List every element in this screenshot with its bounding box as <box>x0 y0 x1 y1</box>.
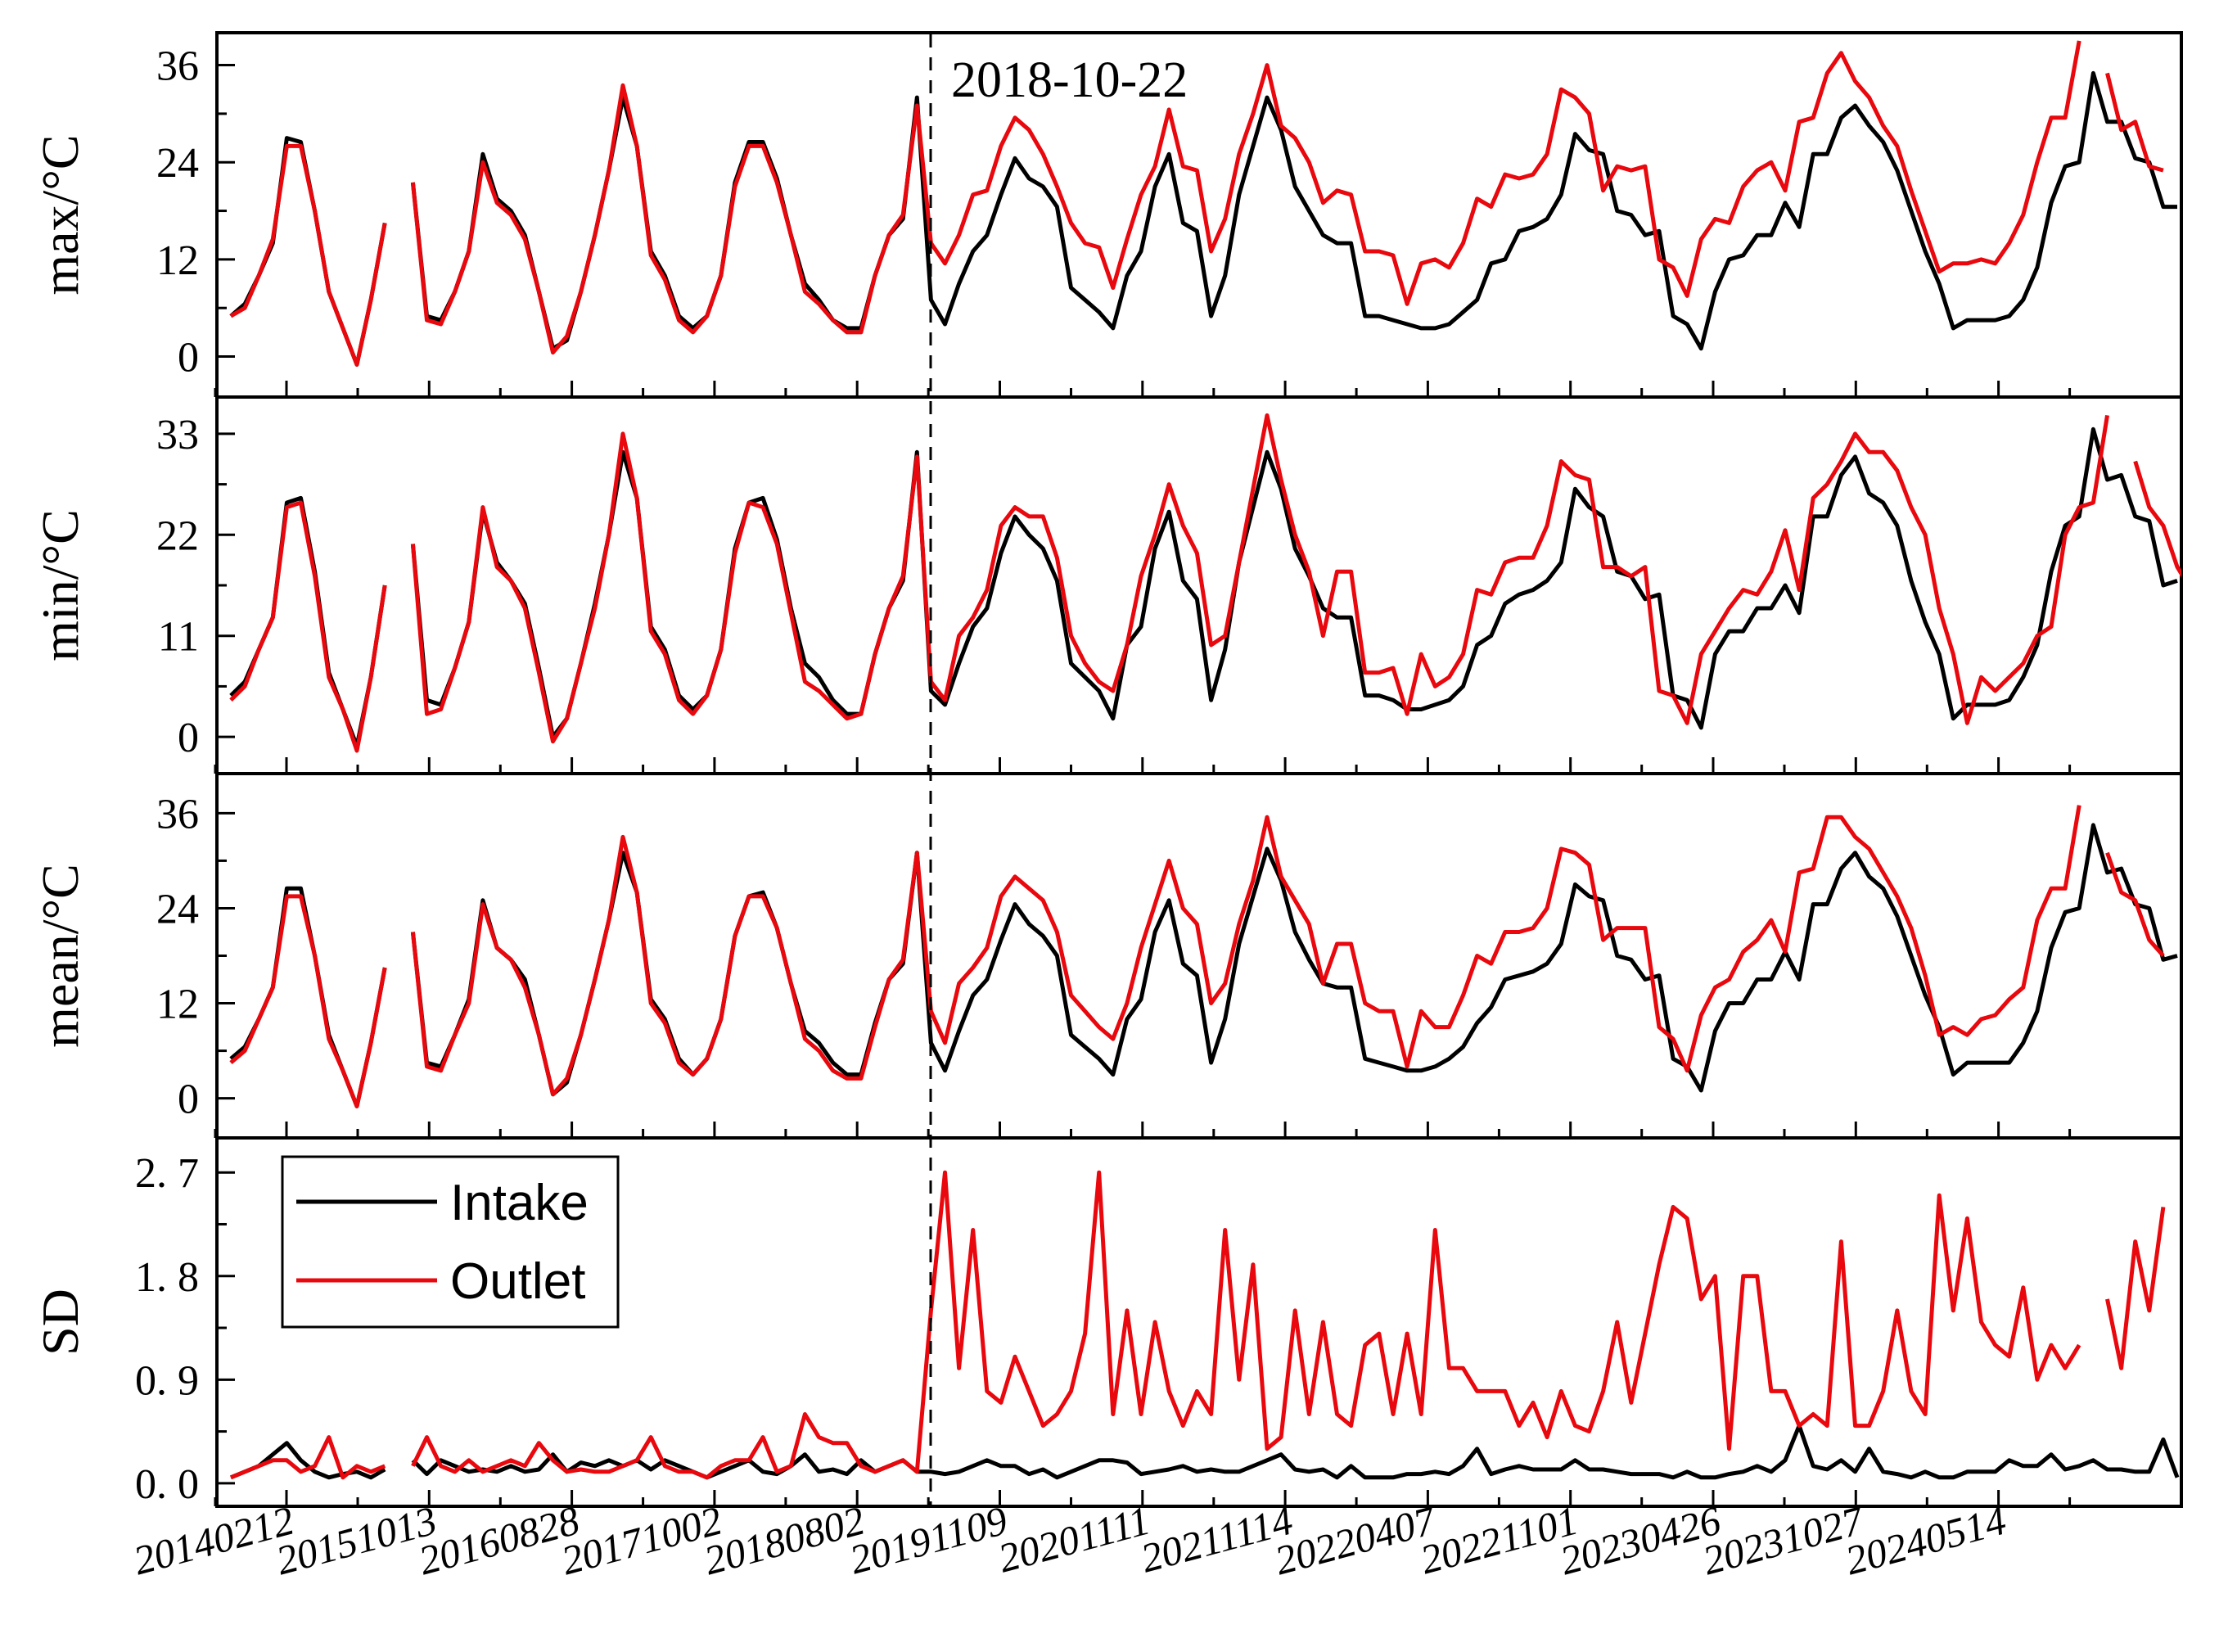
panels: 0 12 24 36 max/°C 0 11 22 33 min/°C 0 12 24 36 mean/°C… <box>31 31 2183 1508</box>
y-tick-label: 2. 7 <box>135 1150 199 1197</box>
y-axis-label: max/°C <box>31 134 89 295</box>
event-date-label: 2018-10-22 <box>951 52 1188 108</box>
panel-4: 0. 0 0. 9 1. 8 2. 7 SD <box>31 1136 2183 1508</box>
series-line-outlet <box>229 40 2164 367</box>
panel-frame <box>215 1136 2183 1508</box>
y-tick-label: 11 <box>158 614 199 661</box>
series-line-outlet <box>230 1170 2166 1480</box>
y-axis-label: SD <box>31 1289 89 1356</box>
y-tick-label: 1. 8 <box>135 1254 199 1301</box>
y-tick-label: 22 <box>156 512 199 559</box>
legend-box <box>281 1155 620 1329</box>
y-tick-label: 12 <box>156 982 199 1028</box>
y-tick-label: 0. 9 <box>135 1357 199 1404</box>
y-tick-label: 36 <box>156 791 199 837</box>
y-tick-label: 33 <box>156 412 199 458</box>
y-tick-label: 12 <box>156 237 199 284</box>
legend: Intake Outlet <box>281 1155 620 1329</box>
annotation: 2018-10-22 <box>929 34 1188 1506</box>
y-tick-label: 24 <box>156 140 199 187</box>
legend-label-outlet: Outlet <box>450 1253 585 1310</box>
legend-label-intake: Intake <box>450 1175 589 1231</box>
y-tick-label: 36 <box>156 43 199 90</box>
y-tick-label: 0 <box>178 335 199 381</box>
y-tick-label: 24 <box>156 886 199 932</box>
series-line-outlet <box>229 413 2181 753</box>
y-tick-label: 0 <box>178 715 199 761</box>
y-axis-label: mean/°C <box>31 864 89 1048</box>
y-tick-label: 0 <box>178 1077 199 1123</box>
y-tick-label: 0. 0 <box>135 1461 199 1508</box>
series-line-outlet <box>229 805 2165 1108</box>
y-axis-label: min/°C <box>31 509 89 661</box>
